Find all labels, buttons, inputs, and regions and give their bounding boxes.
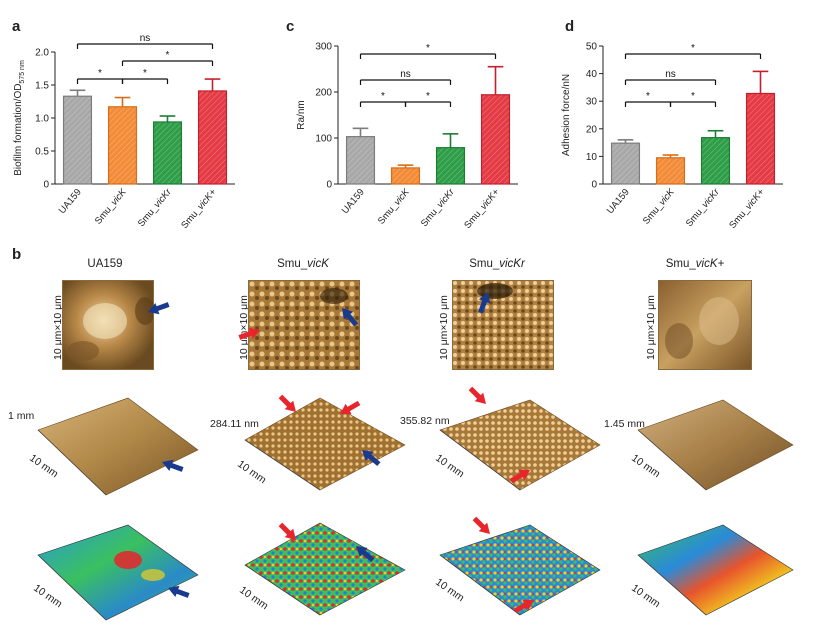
bar bbox=[700, 137, 731, 185]
afm-3d-smu-vickplus bbox=[637, 399, 794, 491]
afm-3d-smu-vickr bbox=[439, 399, 601, 491]
afm-3d-ua159 bbox=[37, 397, 199, 496]
x-tick-label-italic: vicKr bbox=[435, 186, 458, 210]
bar bbox=[152, 121, 183, 185]
y-tick-label: 2.0 bbox=[35, 48, 49, 59]
y-tick-label: 40 bbox=[586, 69, 598, 80]
y-tick-label: 30 bbox=[586, 97, 598, 108]
sig-label: * bbox=[691, 43, 695, 54]
afm-3d-color-ua159 bbox=[37, 524, 199, 621]
sig-label: ns bbox=[665, 69, 676, 80]
sig-label: * bbox=[646, 91, 650, 102]
x-tick-label: Smu_vicK+ bbox=[462, 187, 502, 231]
afm-height-label-1: 1 mm bbox=[8, 410, 35, 422]
y-axis-label-main: Biofilm formation/OD bbox=[13, 84, 24, 176]
x-tick-label-italic: vicK+ bbox=[743, 187, 767, 212]
y-axis-label-main: Adhesion force/nN bbox=[561, 74, 572, 156]
x-tick-label: Smu_vicK bbox=[93, 186, 129, 226]
sig-label: * bbox=[381, 91, 385, 102]
afm-2d-smu-vickplus bbox=[658, 280, 752, 370]
x-tick-label: Smu_vicK bbox=[376, 186, 412, 226]
y-tick-label: 0 bbox=[43, 180, 49, 191]
y-axis-label: Biofilm formation/OD575 nm bbox=[13, 60, 26, 176]
y-axis-label-main: Ra/nm bbox=[296, 100, 307, 129]
sig-label: ns bbox=[400, 69, 411, 80]
y-tick-label: 0 bbox=[326, 180, 332, 191]
bar bbox=[345, 136, 376, 185]
x-tick-label: UA159 bbox=[340, 187, 367, 216]
afm-2d-smu-vick bbox=[248, 280, 360, 370]
afm-height-label-4: 1.45 mm bbox=[604, 418, 645, 430]
x-tick-label-italic: vicK+ bbox=[478, 187, 502, 212]
afm-2d-smu-vickr bbox=[452, 280, 554, 370]
chart-d-adhesion: 0 10 20 30 40 50 Adhesion force/nN UA159 Smu_vic… bbox=[561, 42, 783, 231]
y-tick-label: 20 bbox=[586, 124, 598, 135]
afm-height-label-2: 284.11 nm bbox=[210, 418, 259, 430]
y-tick-label: 100 bbox=[315, 134, 332, 145]
sig-label: * bbox=[691, 91, 695, 102]
x-tick-label: Smu_vicK+ bbox=[727, 187, 767, 231]
y-tick-label: 1.0 bbox=[35, 114, 49, 125]
afm-col-title-4: Smu_vicK+ bbox=[665, 258, 725, 270]
y-tick-label: 0 bbox=[591, 180, 597, 191]
x-tick-label: Smu_vicKr bbox=[136, 186, 174, 229]
sig-label: * bbox=[426, 43, 430, 54]
bar bbox=[107, 106, 138, 185]
y-axis-label-sub: 575 nm bbox=[19, 60, 26, 84]
sig-label: ns bbox=[140, 33, 151, 44]
y-axis-label: Adhesion force/nN bbox=[561, 74, 572, 156]
y-tick-label: 300 bbox=[315, 42, 332, 53]
panel-letter-a: a bbox=[12, 18, 21, 35]
bar bbox=[610, 142, 641, 185]
y-axis-label: Ra/nm bbox=[296, 100, 307, 129]
bar bbox=[655, 157, 686, 185]
sig-label: * bbox=[426, 91, 430, 102]
x-tick-label: Smu_vicK+ bbox=[179, 187, 219, 231]
afm-scale-label-4: 10 μm×10 μm bbox=[645, 295, 657, 360]
x-tick-label-italic: vicK+ bbox=[195, 187, 219, 212]
bar bbox=[435, 147, 466, 185]
panel-letter-d: d bbox=[565, 18, 575, 35]
afm-scale-label-3: 10 μm×10 μm bbox=[438, 295, 450, 360]
x-tick-label-italic: vicKr bbox=[700, 186, 723, 210]
x-tick-label-prefix: UA159 bbox=[605, 187, 632, 216]
x-tick-label: Smu_vicKr bbox=[684, 186, 722, 229]
chart-a-biofilm: 0 0.5 1.0 1.5 2.0 Biofilm formation/OD575 nm U… bbox=[13, 33, 235, 231]
bar bbox=[197, 90, 228, 185]
x-tick-label-prefix: UA159 bbox=[340, 187, 367, 216]
y-tick-label: 1.5 bbox=[35, 81, 49, 92]
sig-label: * bbox=[98, 68, 102, 79]
x-tick-label-italic: vicKr bbox=[152, 186, 175, 210]
afm-col-title-2: Smu_vicK bbox=[277, 258, 329, 270]
afm-col-title-1: UA159 bbox=[87, 258, 123, 270]
chart-c-roughness: 0 100 200 300 Ra/nm UA159 Smu_vicKSmu_vicKrSmu… bbox=[296, 42, 518, 231]
y-tick-label: 50 bbox=[586, 42, 598, 53]
afm-3d-color-smu-vickr bbox=[439, 524, 601, 616]
sig-label: * bbox=[143, 68, 147, 79]
bar bbox=[62, 95, 93, 185]
afm-height-label-3: 355.82 nm bbox=[400, 415, 450, 427]
x-tick-label: Smu_vicK bbox=[641, 186, 677, 226]
sig-label: * bbox=[166, 50, 170, 61]
x-tick-label: UA159 bbox=[57, 187, 84, 216]
y-tick-label: 10 bbox=[586, 152, 598, 163]
bar bbox=[480, 94, 511, 185]
x-tick-label: Smu_vicKr bbox=[419, 186, 457, 229]
afm-col-title-3: Smu_vicKr bbox=[469, 258, 525, 270]
y-tick-label: 0.5 bbox=[35, 147, 49, 158]
x-tick-label-prefix: UA159 bbox=[57, 187, 84, 216]
afm-2d-ua159 bbox=[62, 280, 154, 370]
afm-3d-color-smu-vickplus bbox=[637, 524, 794, 616]
y-tick-label: 200 bbox=[315, 88, 332, 99]
panel-letter-b: b bbox=[12, 246, 22, 263]
bar bbox=[390, 167, 421, 185]
bar bbox=[745, 92, 776, 185]
x-tick-label: UA159 bbox=[605, 187, 632, 216]
panel-letter-c: c bbox=[286, 18, 295, 35]
